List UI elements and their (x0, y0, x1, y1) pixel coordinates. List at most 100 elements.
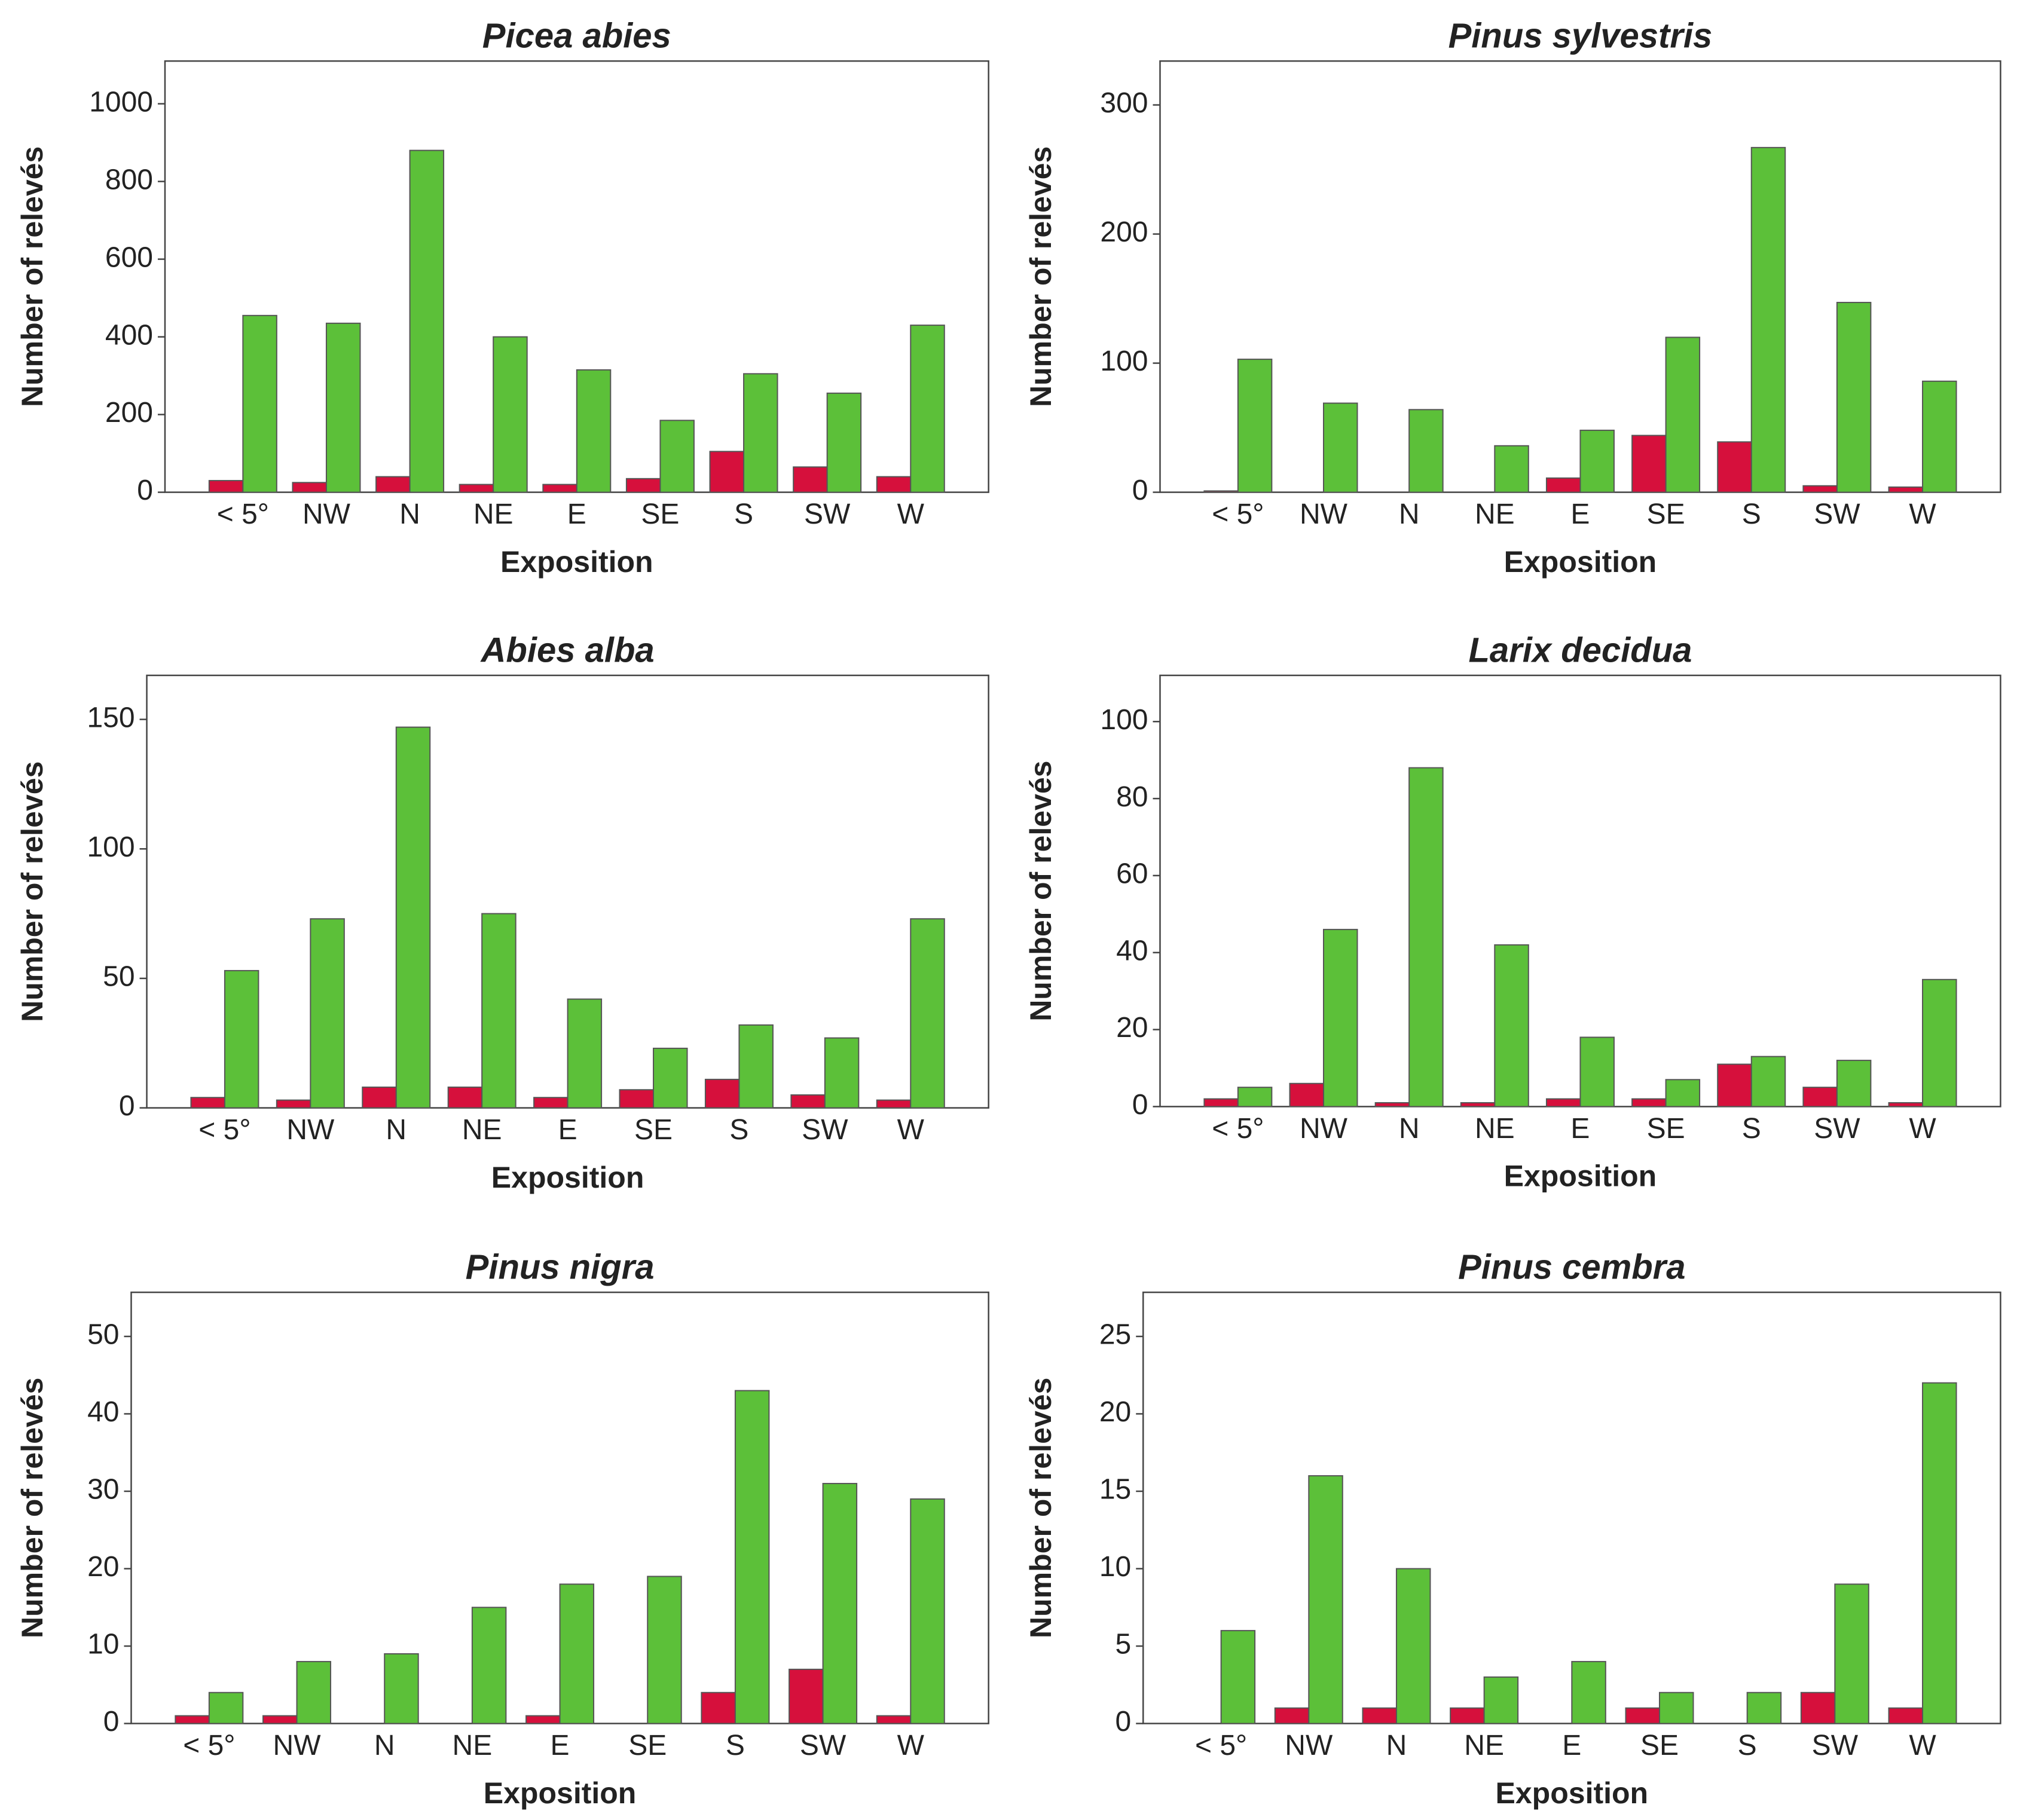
bar (1750, 1056, 1786, 1108)
chart-title: Abies alba (480, 631, 655, 669)
x-tick-label: S (1742, 498, 1761, 530)
y-tick-label: 300 (1100, 87, 1148, 119)
bar (910, 325, 945, 493)
bar (1494, 445, 1529, 493)
y-axis-label: Number of relevés (16, 761, 49, 1022)
bar (567, 998, 603, 1109)
bar (1665, 1079, 1701, 1108)
bar (1922, 380, 1957, 493)
x-tick-label: NE (1475, 1113, 1515, 1145)
x-axis-label: Exposition (500, 545, 653, 579)
y-tick-label: 60 (1116, 858, 1148, 890)
x-tick-label: SE (1647, 1113, 1685, 1145)
bar (175, 1715, 210, 1724)
x-tick-label: SW (1814, 1113, 1860, 1145)
bar (743, 373, 778, 493)
bar (1308, 1475, 1343, 1724)
y-tick-label: 80 (1116, 781, 1148, 813)
y-tick-label: 100 (87, 831, 135, 863)
x-tick-label: NW (1300, 1113, 1348, 1145)
bar (525, 1715, 561, 1724)
bar (1460, 1102, 1496, 1108)
x-tick-label: SW (802, 1114, 848, 1146)
y-tick-label: 40 (1116, 935, 1148, 966)
bar (1836, 302, 1872, 493)
bar (876, 1715, 912, 1724)
y-tick-label: 20 (87, 1551, 119, 1583)
bar (1717, 441, 1752, 493)
x-tick-label: N (399, 498, 420, 530)
x-tick-label: < 5° (1195, 1730, 1247, 1761)
x-tick-label: NW (302, 498, 351, 530)
x-tick-label: W (897, 1114, 925, 1146)
y-axis-label: Number of relevés (1024, 146, 1058, 407)
x-axis-label: Exposition (1496, 1776, 1649, 1810)
bar (824, 1037, 860, 1109)
x-tick-label: < 5° (1212, 498, 1264, 530)
bar (208, 1691, 244, 1724)
bar (910, 1498, 945, 1724)
bar (1545, 477, 1581, 493)
bar (1483, 1676, 1519, 1724)
y-tick-label: 10 (87, 1629, 119, 1660)
x-tick-label: W (897, 498, 925, 530)
y-tick-label: 20 (1116, 1012, 1148, 1044)
bar (1717, 1063, 1752, 1108)
x-tick-label: SE (634, 1114, 673, 1146)
y-tick-label: 100 (1100, 704, 1148, 736)
bar (1802, 485, 1838, 493)
x-tick-label: < 5° (217, 498, 269, 530)
bar (276, 1099, 311, 1109)
x-axis-label: Exposition (1504, 545, 1657, 579)
bar (384, 1653, 419, 1724)
x-tick-label: W (1909, 1113, 1936, 1145)
bar (1323, 402, 1358, 493)
chart-title: Pinus sylvestris (1448, 16, 1713, 55)
bar (1220, 1630, 1256, 1724)
x-tick-label: NW (1300, 498, 1348, 530)
y-tick-label: 0 (1116, 1706, 1132, 1738)
x-tick-label: SW (800, 1730, 846, 1761)
plot-frame (1159, 60, 2001, 493)
y-tick-label: 30 (87, 1474, 119, 1506)
y-tick-label: 150 (87, 702, 135, 733)
y-tick-label: 50 (87, 1319, 119, 1351)
bar (208, 480, 244, 493)
bar (576, 369, 612, 493)
x-tick-label: S (734, 498, 753, 530)
y-tick-label: 600 (105, 241, 153, 273)
x-tick-label: N (386, 1114, 407, 1146)
x-tick-label: N (1399, 498, 1420, 530)
x-tick-label: < 5° (198, 1114, 250, 1146)
bar (1802, 1087, 1838, 1108)
x-tick-label: SW (1814, 498, 1860, 530)
bar (1237, 1087, 1273, 1108)
bar (734, 1390, 770, 1724)
bar (1274, 1707, 1310, 1724)
bar (1545, 1098, 1581, 1108)
y-tick-label: 0 (1132, 475, 1148, 506)
bar (1289, 1082, 1325, 1108)
bar (242, 314, 277, 493)
bar (1323, 929, 1358, 1108)
bar (910, 918, 945, 1109)
bar (1237, 359, 1273, 493)
bar (793, 466, 828, 493)
bar (447, 1086, 483, 1109)
bar (1625, 1707, 1660, 1724)
bar (1571, 1660, 1606, 1724)
bar (1408, 409, 1444, 493)
bar (1836, 1060, 1872, 1108)
x-tick-label: NE (453, 1730, 493, 1761)
bar (362, 1086, 397, 1109)
y-axis-label: Number of relevés (16, 146, 49, 407)
x-tick-label: NE (473, 498, 514, 530)
bar (542, 484, 577, 493)
y-tick-label: 10 (1099, 1551, 1131, 1583)
y-tick-label: 400 (105, 319, 153, 351)
x-tick-label: S (729, 1114, 748, 1146)
bar (790, 1094, 826, 1109)
x-tick-label: SE (1640, 1730, 1679, 1761)
bar (1494, 944, 1529, 1108)
bar (190, 1097, 225, 1109)
